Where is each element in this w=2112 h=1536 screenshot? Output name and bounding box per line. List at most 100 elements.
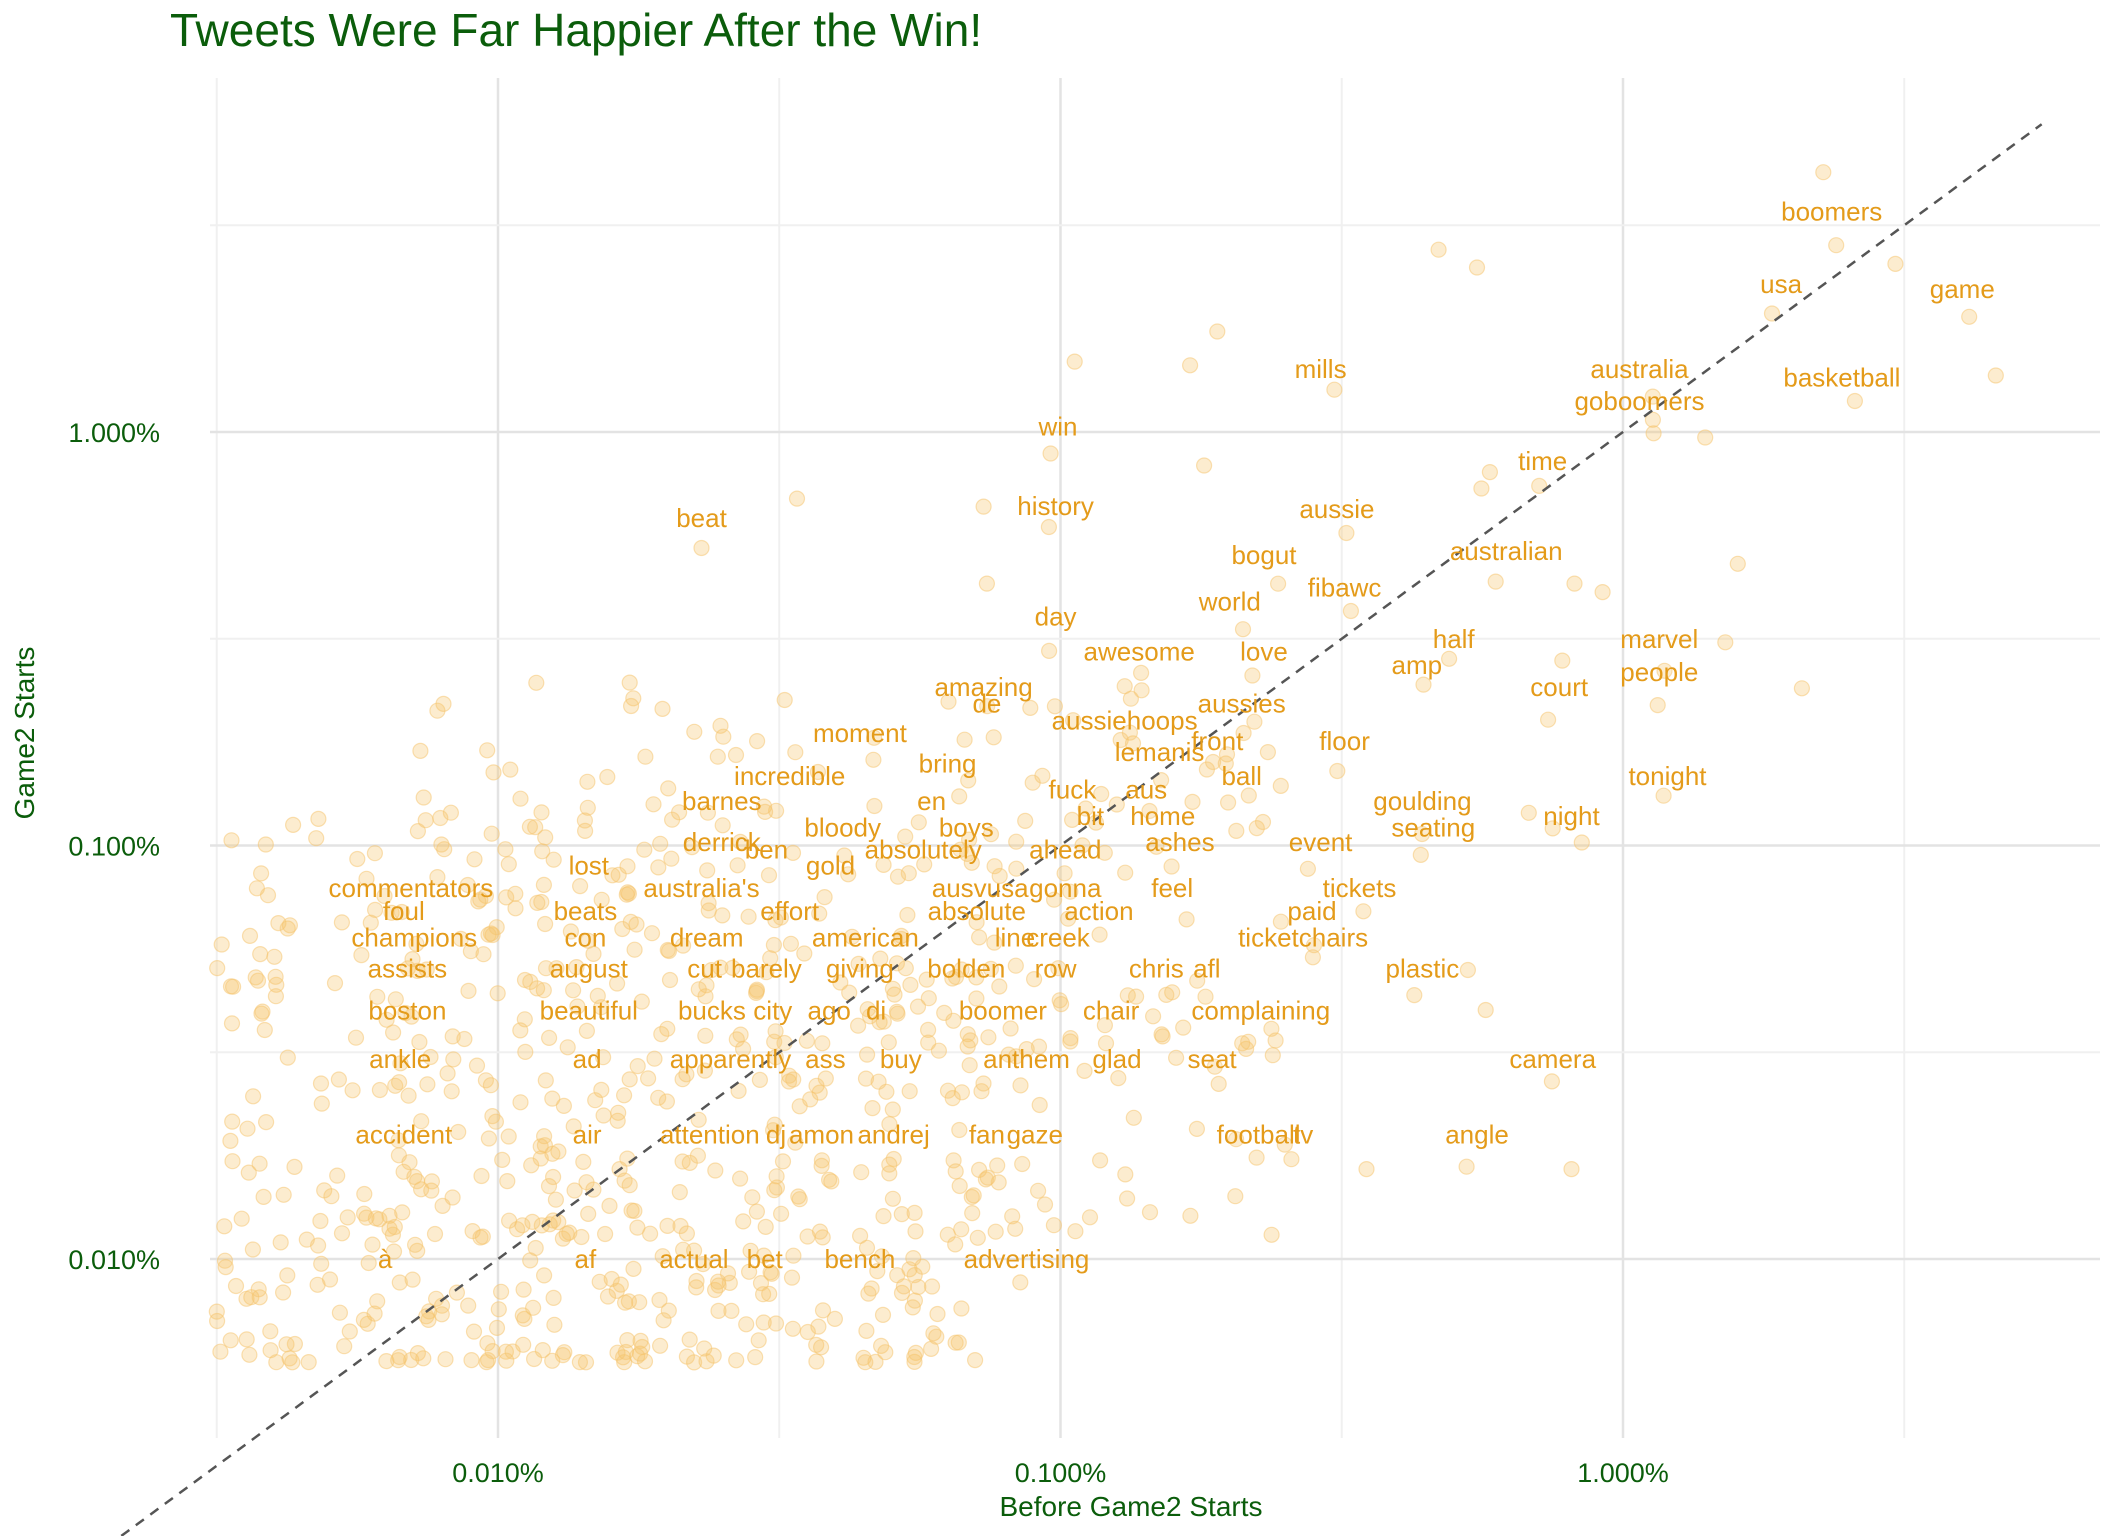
word-point bbox=[1487, 573, 1504, 590]
word-point bbox=[960, 772, 977, 789]
word-point bbox=[444, 1189, 461, 1206]
word-point bbox=[300, 1353, 317, 1371]
word-label: august bbox=[550, 953, 629, 983]
word-point bbox=[663, 811, 681, 828]
word-point bbox=[1644, 388, 1661, 405]
word-label: boston bbox=[368, 995, 446, 1025]
word-point bbox=[279, 920, 296, 937]
word-point bbox=[1209, 323, 1226, 340]
word-point bbox=[321, 1271, 339, 1288]
word-point bbox=[796, 945, 813, 962]
word-point bbox=[576, 822, 594, 840]
word-point bbox=[483, 825, 500, 842]
word-point bbox=[836, 847, 853, 864]
word-label: complaining bbox=[1191, 995, 1330, 1025]
word-point bbox=[485, 764, 502, 781]
word-label: beautiful bbox=[540, 995, 638, 1025]
word-label: game bbox=[1930, 274, 1995, 304]
word-label: seating bbox=[1391, 813, 1475, 843]
word-point bbox=[840, 866, 857, 883]
word-point bbox=[1655, 787, 1672, 804]
word-point bbox=[532, 1150, 549, 1167]
word-label: glad bbox=[1092, 1044, 1141, 1074]
word-point bbox=[858, 1322, 875, 1340]
word-point bbox=[650, 1089, 667, 1106]
word-point bbox=[412, 742, 429, 760]
word-point bbox=[360, 1254, 377, 1272]
word-label: cut bbox=[687, 953, 722, 983]
word-point bbox=[433, 1306, 450, 1323]
word-label: absolute bbox=[928, 896, 1026, 926]
word-point bbox=[816, 888, 833, 906]
word-label: absolutely bbox=[865, 835, 982, 865]
word-point bbox=[387, 1077, 404, 1094]
word-point bbox=[599, 768, 616, 786]
word-point bbox=[986, 858, 1003, 875]
word-point bbox=[333, 1225, 351, 1242]
word-label: goboomers bbox=[1574, 386, 1704, 416]
word-point bbox=[884, 1101, 901, 1118]
word-point bbox=[208, 1303, 225, 1320]
word-label: chair bbox=[1083, 995, 1140, 1025]
word-point bbox=[731, 1170, 749, 1187]
word-label: ad bbox=[573, 1044, 602, 1074]
word-point bbox=[1012, 1274, 1029, 1291]
word-point bbox=[533, 804, 550, 821]
word-point bbox=[1228, 822, 1245, 840]
word-point bbox=[266, 948, 283, 965]
word-point bbox=[683, 838, 701, 856]
word-point bbox=[766, 1182, 783, 1199]
word-point bbox=[940, 693, 957, 710]
word-label: row bbox=[1035, 953, 1077, 983]
word-label: advertising bbox=[964, 1244, 1090, 1274]
word-label: giving bbox=[826, 953, 894, 983]
word-point bbox=[945, 1152, 962, 1169]
word-point bbox=[535, 1267, 553, 1284]
word-label: dream bbox=[670, 922, 744, 952]
word-point bbox=[339, 1209, 356, 1226]
word-point bbox=[783, 1269, 801, 1286]
word-label: barnes bbox=[682, 786, 762, 816]
word-point bbox=[757, 1218, 774, 1236]
word-point bbox=[885, 1150, 902, 1168]
word-point bbox=[1091, 1152, 1109, 1169]
word-label: front bbox=[1191, 726, 1244, 756]
word-point bbox=[463, 1351, 480, 1369]
word-point bbox=[330, 1071, 347, 1088]
word-point bbox=[326, 974, 344, 992]
word-point bbox=[484, 926, 501, 944]
word-label: lost bbox=[569, 851, 610, 881]
word-point bbox=[1594, 583, 1611, 601]
word-point bbox=[639, 1070, 657, 1087]
word-point bbox=[881, 1115, 898, 1133]
word-point bbox=[1175, 1019, 1192, 1036]
word-point bbox=[897, 960, 914, 977]
word-point bbox=[610, 866, 627, 883]
word-point bbox=[545, 1289, 562, 1307]
word-label: football bbox=[1217, 1120, 1301, 1150]
word-label: ass bbox=[805, 1044, 845, 1074]
word-point bbox=[865, 751, 882, 768]
word-point bbox=[660, 780, 677, 797]
word-label: actual bbox=[659, 1244, 728, 1274]
word-point bbox=[222, 1332, 239, 1349]
word-point bbox=[1304, 949, 1322, 966]
word-point bbox=[707, 1162, 724, 1179]
word-point bbox=[660, 942, 678, 960]
word-label: ahead bbox=[1029, 835, 1101, 865]
word-label: attention bbox=[660, 1120, 760, 1150]
word-label: ashes bbox=[1145, 827, 1214, 857]
word-label: moment bbox=[813, 718, 908, 748]
word-point bbox=[1119, 987, 1136, 1004]
word-point bbox=[1477, 1001, 1494, 1019]
word-point bbox=[561, 1224, 578, 1241]
word-point bbox=[255, 1188, 272, 1206]
word-label: ball bbox=[1221, 761, 1261, 791]
word-point bbox=[1067, 1223, 1084, 1240]
word-point bbox=[272, 1234, 289, 1251]
word-point bbox=[358, 870, 375, 887]
word-point bbox=[1204, 753, 1222, 771]
word-point bbox=[875, 1207, 892, 1225]
word-point bbox=[429, 868, 446, 886]
word-point bbox=[820, 1171, 838, 1188]
